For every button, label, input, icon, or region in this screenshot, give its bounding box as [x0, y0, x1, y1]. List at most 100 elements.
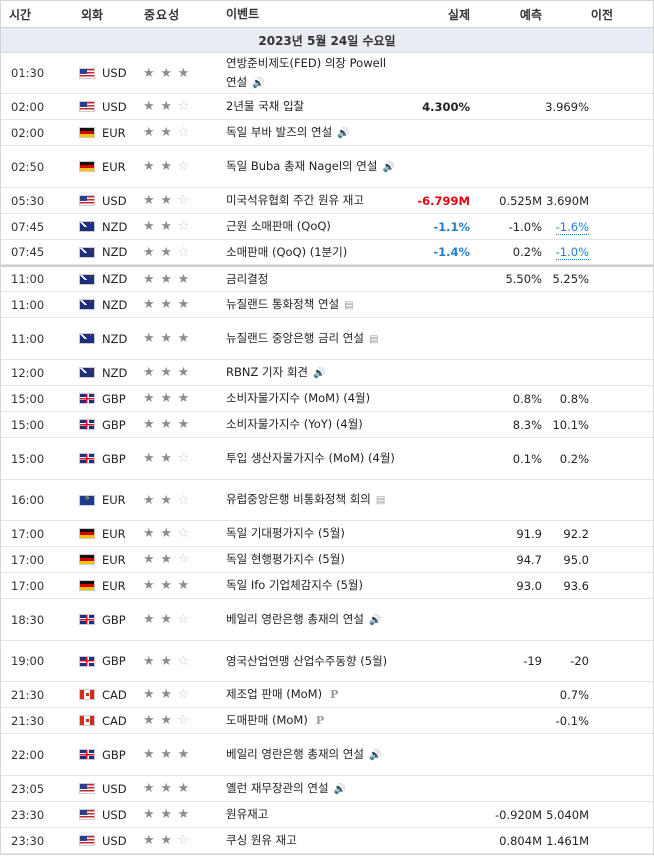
event-link[interactable]: 제조업 판매 (MoM): [226, 687, 323, 701]
table-row[interactable]: 02:00 EUR ★ ★ ☆ 독일 부바 발즈의 연설 🔊: [1, 120, 653, 146]
table-row[interactable]: 18:30 GBP ★ ★ ☆ 베일리 영란은행 총재의 연설 🔊: [1, 599, 653, 641]
table-row[interactable]: 11:00NZD★ ★ ★뉴질랜드 중앙은행 금리 연설▤: [1, 318, 653, 360]
event-name[interactable]: 독일 부바 발즈의 연설 🔊: [226, 123, 400, 143]
event-name[interactable]: 옐런 재무장관의 연설 🔊: [226, 779, 400, 799]
event-link[interactable]: 원유재고: [226, 807, 269, 821]
event-link[interactable]: 소매판매 (QoQ) (1분기): [226, 244, 348, 259]
event-name[interactable]: 연방준비제도(FED) 의장 Powell 연설 🔊: [226, 54, 400, 93]
table-row[interactable]: 19:00 GBP ★ ★ ☆ 영국산업연맹 산업수주동향 (5월) -19 -20: [1, 641, 653, 682]
event-link[interactable]: 뉴질랜드 중앙은행 금리 연설: [226, 330, 364, 345]
table-row[interactable]: 01:30 USD ★ ★ ★ 연방준비제도(FED) 의장 Powell 연설 🔊: [1, 53, 653, 94]
event-link[interactable]: 독일 Ifo 기업체감지수 (5월): [226, 578, 363, 592]
header-event[interactable]: 이벤트: [226, 6, 260, 21]
forecast-value: 0.1%: [512, 451, 542, 466]
event-link[interactable]: 미국석유협회 주간 원유 재고: [226, 193, 364, 207]
table-row[interactable]: 12:00NZD★ ★ ★RBNZ 기자 회견🔊: [1, 360, 653, 386]
event-link[interactable]: 베일리 영란은행 총재의 연설: [226, 611, 364, 626]
event-name[interactable]: 영국산업연맹 산업수주동향 (5월): [226, 652, 400, 671]
table-row[interactable]: 17:00 EUR ★ ★ ☆ 독일 기대평가지수 (5월) 91.9 92.2: [1, 521, 653, 547]
event-link[interactable]: 금리결정: [226, 271, 269, 286]
event-link[interactable]: RBNZ 기자 회견: [226, 364, 308, 379]
table-row[interactable]: 15:00 GBP ★ ★ ★ 소비자물가지수 (MoM) (4월) 0.8% 0.8%: [1, 386, 653, 412]
star-icon: ☆: [177, 99, 191, 114]
previous-text[interactable]: -1.0%: [555, 245, 589, 260]
star-icon: ★: [143, 99, 156, 114]
header-actual[interactable]: 실제: [447, 7, 470, 22]
event-name[interactable]: 독일 Ifo 기업체감지수 (5월): [226, 576, 400, 595]
event-link[interactable]: 옐런 재무장관의 연설: [226, 780, 329, 795]
event-name[interactable]: 소비자물가지수 (YoY) (4월): [226, 415, 400, 434]
forecast-value: 0.525M: [499, 193, 542, 208]
header-currency[interactable]: 외화: [81, 7, 104, 22]
importance-stars: ★ ★ ☆: [139, 193, 226, 208]
header-time[interactable]: 시간: [9, 7, 32, 22]
event-name[interactable]: 2년물 국채 입찰: [226, 97, 400, 116]
table-row[interactable]: 21:30 CAD ★ ★ ☆ 도매판매 (MoM) P -0.1%: [1, 708, 653, 734]
table-row[interactable]: 17:00 EUR ★ ★ ☆ 독일 현행평가지수 (5월) 94.7 95.0: [1, 547, 653, 573]
previous-text[interactable]: -1.6%: [555, 219, 589, 235]
event-link[interactable]: 근원 소매판매 (QoQ): [226, 219, 331, 233]
table-row[interactable]: 23:05 USD ★ ★ ★ 옐런 재무장관의 연설 🔊: [1, 776, 653, 802]
event-link[interactable]: 독일 부바 발즈의 연설: [226, 124, 333, 139]
event-link[interactable]: 소비자물가지수 (MoM) (4월): [226, 391, 371, 405]
actual-value: -1.1%: [433, 219, 470, 234]
header-previous[interactable]: 이전: [590, 7, 613, 22]
event-link[interactable]: 뉴질랜드 통화정책 연설: [226, 296, 340, 311]
event-name[interactable]: 투입 생산자물가지수 (MoM) (4월): [226, 449, 400, 468]
event-link[interactable]: 도매판매 (MoM): [226, 713, 308, 727]
table-row[interactable]: 07:45NZD★ ★ ☆소매판매 (QoQ) (1분기)-1.4%0.2%-1…: [1, 240, 653, 265]
header-forecast[interactable]: 예측: [519, 7, 542, 22]
event-link[interactable]: 쿠싱 원유 재고: [226, 833, 297, 847]
event-link[interactable]: 독일 Buba 총재 Nagel의 연설: [226, 158, 378, 173]
event-name[interactable]: 독일 기대평가지수 (5월): [226, 524, 400, 543]
event-name[interactable]: 제조업 판매 (MoM) P: [226, 685, 400, 704]
table-row[interactable]: 23:30 USD ★ ★ ★ 원유재고 -0.920M 5.040M: [1, 802, 653, 828]
star-icon: ★: [143, 833, 156, 848]
event-name[interactable]: 도매판매 (MoM) P: [226, 711, 400, 730]
event-name[interactable]: 소매판매 (QoQ) (1분기): [226, 243, 400, 262]
event-link[interactable]: 소비자물가지수 (YoY) (4월): [226, 417, 363, 431]
table-row[interactable]: 05:30 USD ★ ★ ☆ 미국석유협회 주간 원유 재고 -6.799M 0.525…: [1, 188, 653, 214]
table-row[interactable]: 21:30 CAD ★ ★ ☆ 제조업 판매 (MoM) P 0.7%: [1, 682, 653, 708]
table-row[interactable]: 15:00 GBP ★ ★ ★ 소비자물가지수 (YoY) (4월) 8.3% 10.1%: [1, 412, 653, 438]
currency-code: NZD: [102, 272, 128, 286]
table-row[interactable]: 07:45NZD★ ★ ☆근원 소매판매 (QoQ)-1.1%-1.0%-1.6…: [1, 214, 653, 240]
event-link[interactable]: 베일리 영란은행 총재의 연설: [226, 746, 364, 761]
event-link[interactable]: 투입 생산자물가지수 (MoM) (4월): [226, 451, 395, 465]
event-name[interactable]: 뉴질랜드 통화정책 연설 ▤: [226, 295, 400, 315]
table-row[interactable]: 15:00 GBP ★ ★ ☆ 투입 생산자물가지수 (MoM) (4월) 0.1% 0.…: [1, 438, 653, 480]
event-name[interactable]: 쿠싱 원유 재고: [226, 831, 400, 850]
table-row[interactable]: 23:30 USD ★ ★ ☆ 쿠싱 원유 재고 0.804M 1.461M: [1, 828, 653, 854]
currency-code: EUR: [102, 526, 126, 541]
event-name[interactable]: 금리결정: [226, 270, 400, 289]
event-name[interactable]: 근원 소매판매 (QoQ): [226, 217, 400, 236]
event-name[interactable]: 원유재고: [226, 805, 400, 824]
previous-value: 93.6: [542, 579, 627, 593]
event-link[interactable]: 연방준비제도(FED) 의장 Powell 연설: [226, 55, 387, 89]
event-name[interactable]: 미국석유협회 주간 원유 재고: [226, 191, 400, 210]
table-row[interactable]: 17:00 EUR ★ ★ ★ 독일 Ifo 기업체감지수 (5월) 93.0 93.6: [1, 573, 653, 599]
event-link[interactable]: 2년물 국채 입찰: [226, 99, 305, 113]
table-row[interactable]: 22:00 GBP ★ ★ ★ 베일리 영란은행 총재의 연설 🔊: [1, 734, 653, 776]
event-name[interactable]: 베일리 영란은행 총재의 연설 🔊: [226, 745, 400, 765]
event-name[interactable]: 소비자물가지수 (MoM) (4월): [226, 389, 400, 408]
event-name[interactable]: 유럽중앙은행 비통화정책 회의 ▤: [226, 490, 400, 510]
event-link[interactable]: 독일 기대평가지수 (5월): [226, 526, 345, 540]
event-name[interactable]: RBNZ 기자 회견 🔊: [226, 363, 400, 383]
currency-code: NZD: [102, 331, 128, 346]
header-importance[interactable]: 중요성: [144, 7, 181, 22]
actual-value: 4.300%: [422, 99, 470, 114]
event-name[interactable]: 베일리 영란은행 총재의 연설 🔊: [226, 610, 400, 630]
previous-value: -20: [542, 654, 627, 668]
table-row[interactable]: 02:00 USD ★ ★ ☆ 2년물 국채 입찰 4.300% 3.969%: [1, 94, 653, 120]
table-row[interactable]: 02:50 EUR ★ ★ ☆ 독일 Buba 총재 Nagel의 연설 🔊: [1, 146, 653, 188]
event-name[interactable]: 뉴질랜드 중앙은행 금리 연설 ▤: [226, 329, 400, 349]
table-row[interactable]: 11:00NZD★ ★ ★뉴질랜드 통화정책 연설▤: [1, 292, 653, 318]
event-link[interactable]: 유럽중앙은행 비통화정책 회의: [226, 492, 371, 506]
event-name[interactable]: 독일 Buba 총재 Nagel의 연설 🔊: [226, 157, 400, 177]
event-name[interactable]: 독일 현행평가지수 (5월): [226, 550, 400, 569]
event-link[interactable]: 독일 현행평가지수 (5월): [226, 552, 345, 566]
event-link[interactable]: 영국산업연맹 산업수주동향 (5월): [226, 653, 388, 668]
